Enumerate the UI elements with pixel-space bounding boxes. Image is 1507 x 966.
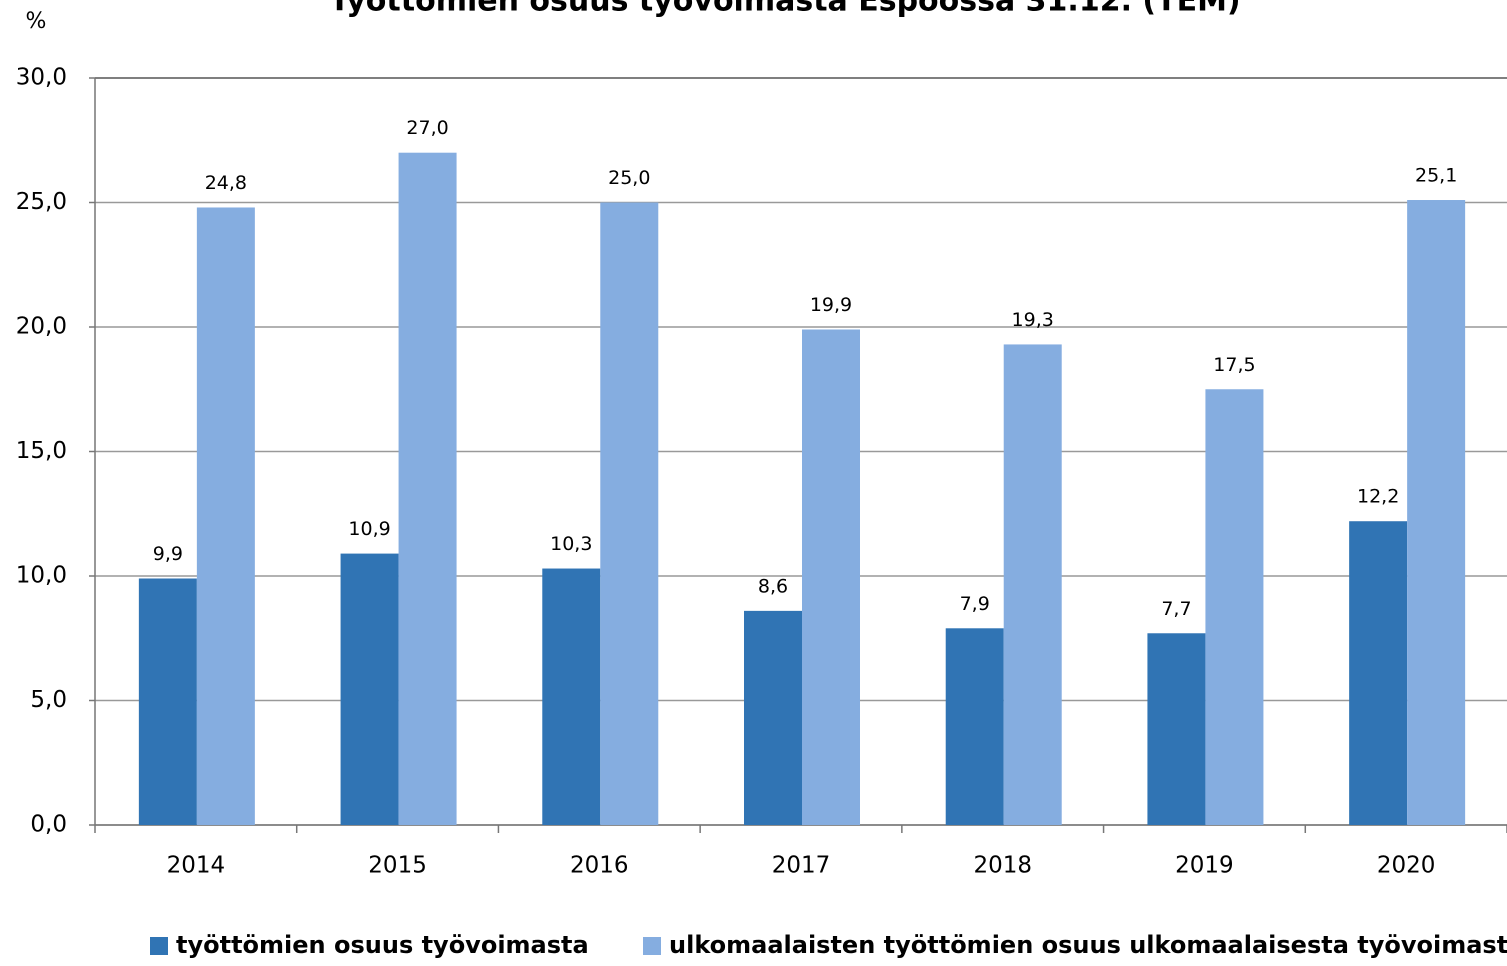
- value-label: 7,7: [1161, 598, 1191, 620]
- x-tick-label: 2020: [1377, 853, 1436, 879]
- x-tick-label: 2019: [1175, 853, 1234, 879]
- y-tick-label: 20,0: [16, 314, 67, 340]
- bar: [600, 202, 659, 825]
- value-label: 19,3: [1012, 309, 1054, 331]
- bar: [340, 553, 399, 825]
- value-label: 10,3: [550, 533, 592, 555]
- legend-swatch: [643, 937, 661, 955]
- legend-label: työttömien osuus työvoimasta: [176, 931, 589, 959]
- x-tick-label: 2017: [772, 853, 831, 879]
- y-tick-label: 30,0: [16, 65, 67, 91]
- x-tick-label: 2016: [570, 853, 629, 879]
- y-tick-label: 15,0: [16, 438, 67, 464]
- bar: [196, 207, 255, 826]
- value-label: 7,9: [960, 593, 990, 615]
- y-tick-label: 25,0: [16, 189, 67, 215]
- value-label: 25,1: [1415, 165, 1457, 187]
- value-label: 17,5: [1213, 354, 1255, 376]
- chart-title: Työttömien osuus työvoimasta Espoossa 31…: [329, 0, 1240, 19]
- bar: [1349, 521, 1408, 825]
- bar: [802, 329, 860, 825]
- y-tick-label: 5,0: [30, 687, 67, 713]
- bar: [945, 628, 1004, 825]
- value-label: 9,9: [153, 543, 183, 565]
- y-tick-label: 10,0: [16, 563, 67, 589]
- value-label: 25,0: [608, 167, 650, 189]
- bar: [398, 152, 457, 825]
- y-axis-label: %: [26, 9, 47, 34]
- value-label: 12,2: [1357, 486, 1399, 508]
- x-tick-label: 2015: [368, 853, 427, 879]
- value-label: 19,9: [810, 294, 852, 316]
- bar: [542, 568, 601, 825]
- bar: [1407, 200, 1466, 825]
- value-label: 8,6: [758, 575, 788, 597]
- value-label: 24,8: [205, 172, 247, 194]
- x-tick-label: 2018: [973, 853, 1032, 879]
- bar: [1003, 344, 1062, 825]
- x-tick-label: 2014: [167, 853, 226, 879]
- bar: [1147, 633, 1206, 825]
- bar: [1205, 389, 1264, 825]
- legend-label: ulkomaalaisten työttömien osuus ulkomaal…: [669, 931, 1507, 959]
- bar: [744, 610, 802, 825]
- value-label: 27,0: [406, 117, 448, 139]
- value-label: 10,9: [348, 518, 390, 540]
- y-tick-label: 0,0: [30, 812, 67, 838]
- bar: [138, 578, 197, 825]
- legend-swatch: [150, 937, 168, 955]
